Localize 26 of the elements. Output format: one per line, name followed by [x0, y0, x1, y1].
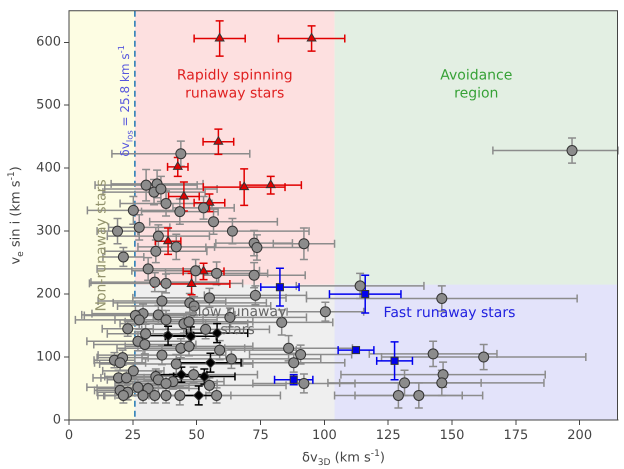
point	[214, 33, 224, 42]
x-tick-label: 100	[312, 428, 337, 444]
x-tick-label: 25	[124, 428, 142, 444]
point	[239, 182, 249, 190]
band-label: Rapidly spinning runaway stars	[176, 67, 293, 102]
band-label: Non-runaway stars	[94, 179, 110, 312]
x-tick-label: 150	[440, 428, 464, 444]
x-tick-label: 175	[503, 428, 528, 444]
y-tick-label: 600	[36, 34, 61, 50]
x-tick-label: 125	[376, 428, 401, 444]
annotation: Fast runaway stars	[384, 305, 516, 322]
x-tick-label: 50	[188, 428, 205, 444]
y-tick-label: 500	[36, 98, 61, 113]
y-tick-label: 400	[36, 160, 61, 176]
x-tick-label: 75	[252, 428, 269, 444]
band-label: Avoidance region	[440, 67, 512, 102]
point	[266, 180, 276, 188]
ref-line-label: δvlos = 25.8 km s-1	[116, 45, 134, 157]
x-tick-label: 0	[64, 428, 74, 444]
y-tick-label: 200	[36, 286, 61, 302]
x-tick-label: 200	[567, 428, 592, 444]
y-tick-label: 0	[52, 412, 61, 428]
y-tick-label: 300	[36, 224, 61, 239]
y-axis-title: ve sin i (km s-1)	[6, 166, 26, 265]
point	[306, 33, 316, 42]
y-tick-label: 100	[36, 349, 61, 364]
